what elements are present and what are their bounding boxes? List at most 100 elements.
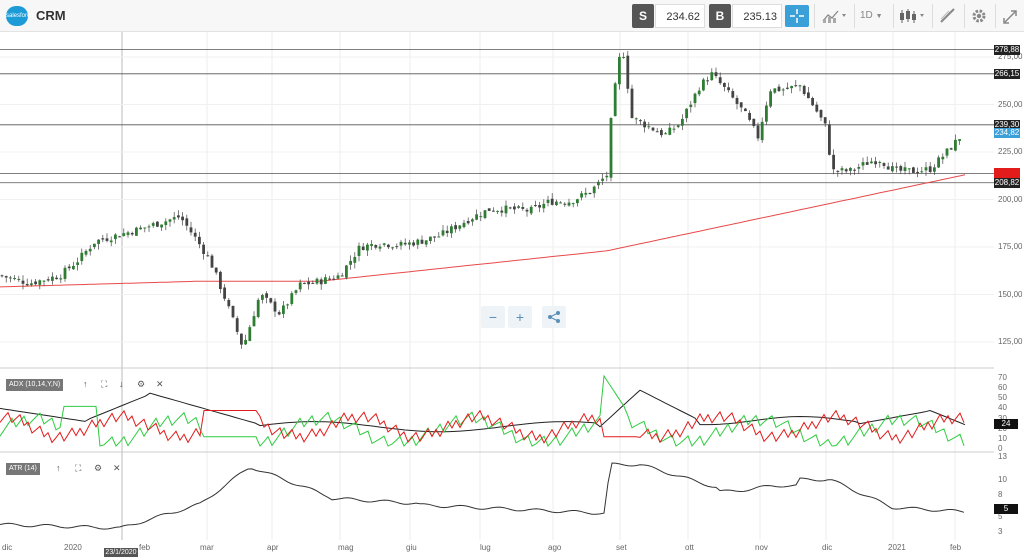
candle-body [681, 118, 684, 126]
move-down-icon[interactable]: ↓ [119, 379, 124, 389]
candle-body [584, 192, 588, 195]
candle-body [756, 125, 760, 139]
candle-body [420, 239, 424, 244]
candle-body [433, 236, 436, 238]
move-up-icon[interactable]: ↑ [83, 379, 88, 389]
candle-body [286, 304, 289, 306]
chart-type-button[interactable] [820, 5, 850, 27]
candle-body [945, 148, 949, 156]
atr-tick-label: 3 [998, 527, 1003, 536]
candle-body [870, 161, 873, 164]
candle-body [38, 280, 42, 285]
draw-button[interactable] [937, 5, 961, 27]
candle-body [261, 295, 264, 300]
crosshair-button[interactable] [785, 5, 809, 27]
atr-tick-label: 8 [998, 489, 1003, 499]
candle-body [172, 217, 176, 220]
level-price-badge: 208,82 [994, 177, 1020, 188]
settings-button[interactable] [970, 5, 992, 27]
share-button[interactable] [542, 306, 566, 328]
candle-body [508, 207, 512, 209]
candle-body [496, 210, 499, 212]
ticker-symbol[interactable]: CRM [36, 8, 66, 23]
candle-body [529, 206, 533, 214]
level-price-badge: 234,82 [994, 128, 1020, 139]
buy-button[interactable]: B [709, 4, 731, 28]
candle-body [114, 234, 117, 240]
atr-tick-label: 13 [998, 452, 1007, 461]
candle-body [622, 57, 625, 59]
candle-body [0, 275, 4, 277]
candle-body [706, 80, 709, 82]
adx-indicator-label[interactable]: ADX (10,14,Y,N) [6, 379, 64, 391]
candle-body [618, 56, 621, 85]
candle-body [735, 97, 739, 104]
candle-body [571, 203, 575, 205]
candle-body [269, 298, 273, 303]
candle-body [836, 170, 840, 172]
candle-body [109, 240, 113, 243]
time-tick-label: feb [139, 543, 151, 552]
atr-tick-label: 5 [998, 512, 1003, 521]
move-up-icon[interactable]: ↑ [56, 463, 61, 473]
candle-body [811, 98, 814, 106]
candle-body [899, 166, 903, 171]
candle-body [588, 192, 592, 194]
candle-body [718, 77, 722, 84]
candle-body [685, 108, 688, 119]
candles-icon [900, 9, 924, 23]
zoom-out-button[interactable]: − [481, 306, 505, 328]
candles-button[interactable] [898, 5, 928, 27]
sell-button[interactable]: S [632, 4, 654, 28]
close-icon[interactable]: ✕ [156, 379, 164, 389]
candle-body [928, 166, 932, 173]
atr-indicator-label[interactable]: ATR (14) [6, 463, 40, 475]
candle-body [676, 125, 680, 128]
timeframe-dropdown[interactable]: 1D ▼ [860, 5, 890, 27]
candle-body [471, 219, 474, 222]
candle-body [702, 79, 705, 91]
toolbar-divider [964, 4, 965, 28]
price-chart[interactable] [0, 32, 1024, 556]
candle-body [933, 167, 936, 172]
candle-body [370, 244, 373, 246]
candle-body [76, 262, 79, 265]
horizontal-levels[interactable] [0, 49, 994, 184]
candle-body [941, 156, 945, 160]
candle-body [315, 278, 319, 284]
candle-body [244, 339, 247, 345]
candle-body [382, 243, 386, 245]
gear-icon[interactable]: ⚙ [94, 463, 103, 473]
candle-body [403, 242, 407, 245]
close-icon[interactable]: ✕ [113, 463, 121, 473]
candle-body [714, 72, 718, 77]
candle-body [143, 227, 147, 229]
candle-body [391, 247, 394, 249]
candle-body [265, 293, 268, 298]
candle-body [643, 121, 646, 128]
candle-body [781, 89, 785, 91]
candle-body [441, 230, 445, 236]
maximize-icon[interactable]: ⛶ [75, 463, 82, 473]
candle-body [366, 244, 369, 251]
price-tick-label: 200,00 [998, 194, 1023, 204]
candle-body [408, 242, 411, 245]
zoom-in-button[interactable]: + [508, 306, 532, 328]
adx-tick-label: 70 [998, 373, 1007, 382]
atr-value-badge: 5 [994, 504, 1018, 514]
candle-body [878, 162, 882, 164]
candle-body [912, 167, 915, 173]
gear-icon [972, 9, 986, 23]
candle-body [345, 265, 348, 278]
candle-body [882, 163, 886, 166]
gear-icon[interactable]: ⚙ [137, 379, 146, 389]
candle-body [815, 104, 819, 112]
time-tick-label: mar [200, 543, 214, 552]
atr-line [0, 462, 965, 530]
candle-body [160, 224, 163, 228]
candle-body [84, 250, 88, 255]
expand-button[interactable] [1001, 5, 1021, 27]
candle-body [240, 333, 243, 345]
maximize-icon[interactable]: ⛶ [101, 379, 108, 389]
moving-average-line [0, 174, 966, 288]
